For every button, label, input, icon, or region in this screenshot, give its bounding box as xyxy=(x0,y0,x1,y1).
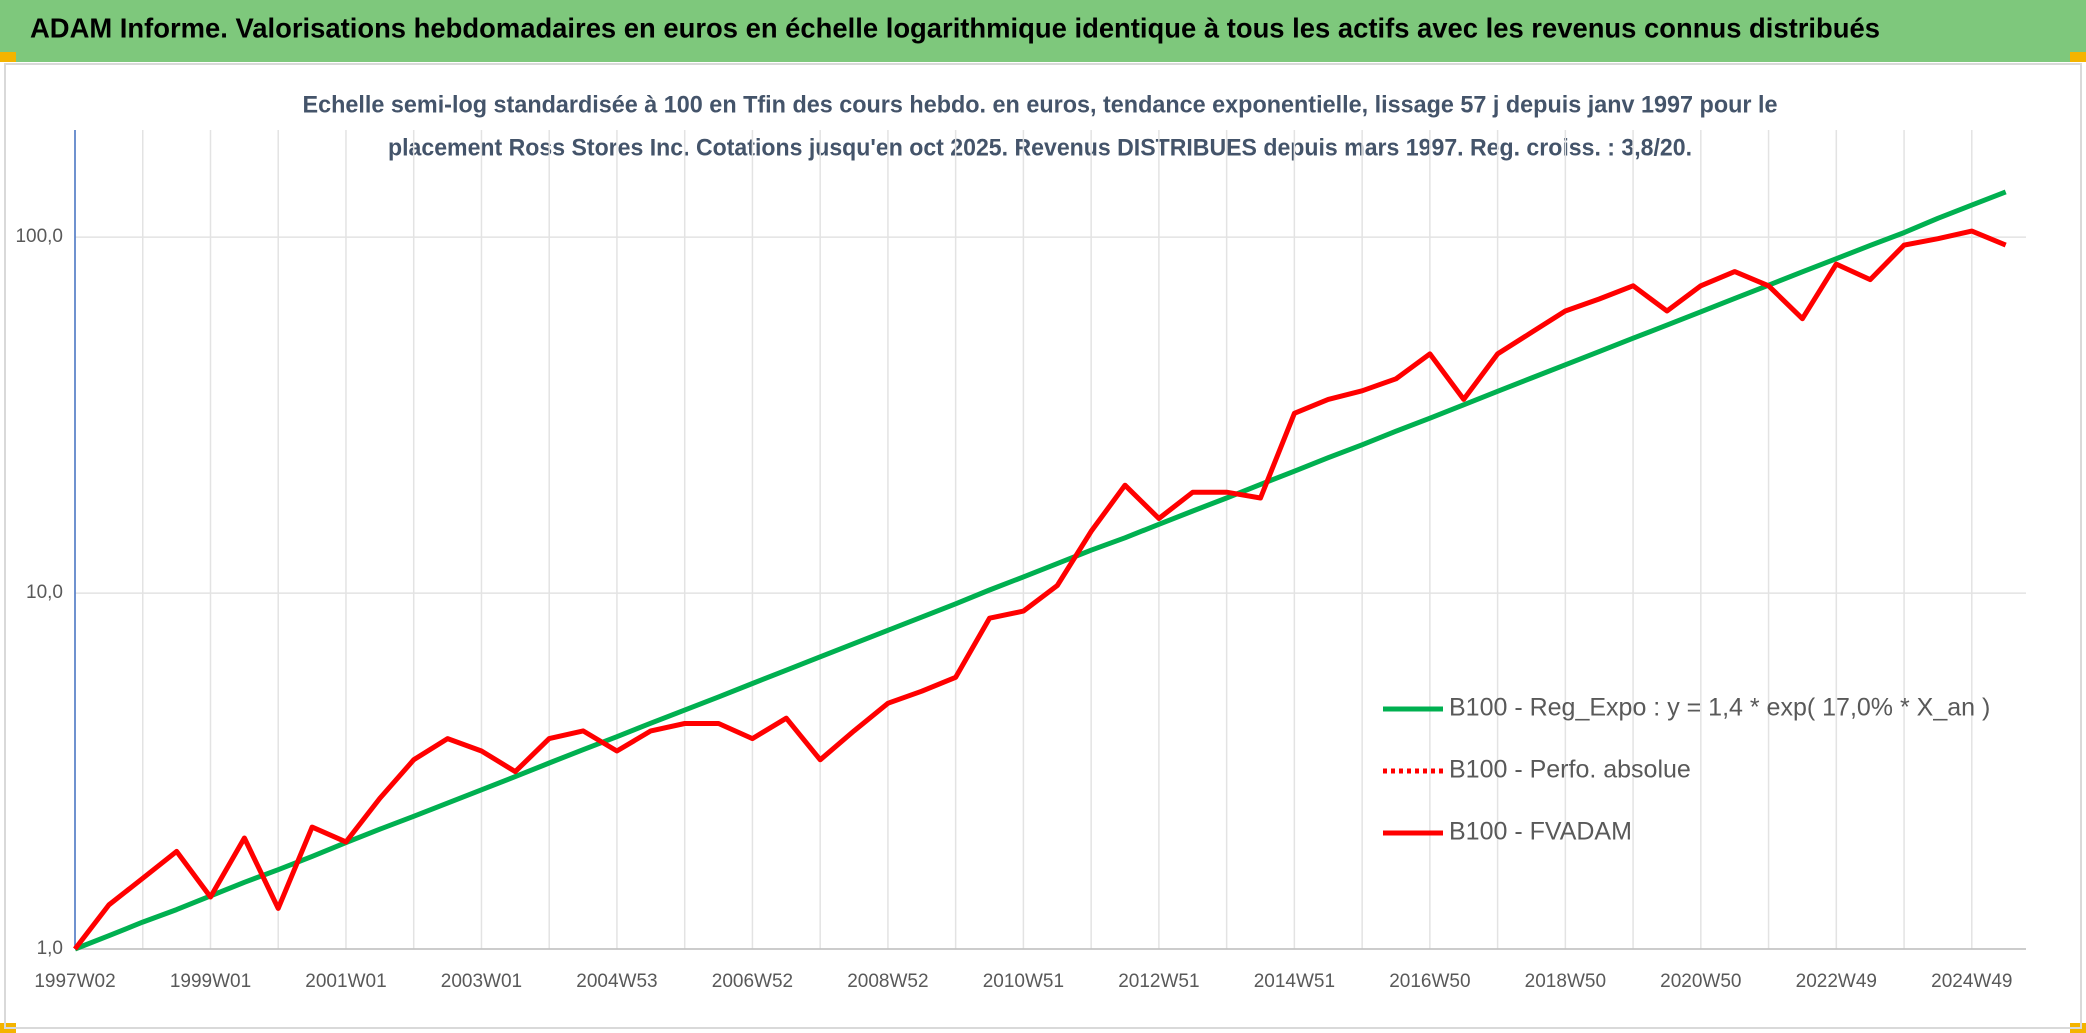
header-bar xyxy=(0,0,2086,62)
x-tick-label: 2010W51 xyxy=(983,971,1064,992)
grid: 1,0 10,0 100,0 1997W02 1999W01 2001W01 2003W01… xyxy=(15,130,2026,992)
x-tick-label: 2024W49 xyxy=(1931,971,2012,992)
x-tick-label: 2003W01 xyxy=(441,971,522,992)
legend-label: B100 - FVADAM xyxy=(1449,818,1632,846)
chart-subtitle: Echelle semi-log standardisée à 100 en T… xyxy=(303,91,1778,118)
x-tick-label: 1999W01 xyxy=(170,971,251,992)
x-tick-label: 2008W52 xyxy=(847,971,928,992)
legend: B100 - Reg_Expo : y = 1,4 * exp( 17,0% *… xyxy=(1383,694,1990,846)
x-tick-label: 2018W50 xyxy=(1525,971,1606,992)
x-tick-label: 2001W01 xyxy=(305,971,386,992)
series-line xyxy=(73,228,2007,951)
series-line xyxy=(74,189,2007,952)
x-tick-label: 2016W50 xyxy=(1389,971,1470,992)
corner-mark xyxy=(0,52,16,62)
legend-label: B100 - Reg_Expo : y = 1,4 * exp( 17,0% *… xyxy=(1449,694,1990,722)
x-tick-label: 2014W51 xyxy=(1254,971,1335,992)
corner-mark xyxy=(2070,52,2086,62)
y-tick-label: 1,0 xyxy=(37,938,63,959)
x-tick-label: 2004W53 xyxy=(576,971,657,992)
x-tick-label: 2022W49 xyxy=(1796,971,1877,992)
chart-title: ADAM Informe. Valorisations hebdomadaire… xyxy=(30,12,1880,43)
chart-frame xyxy=(4,63,2082,1029)
x-tick-label: 2012W51 xyxy=(1118,971,1199,992)
plot-area xyxy=(73,189,2007,952)
x-tick-label: 2020W50 xyxy=(1660,971,1741,992)
x-tick-label: 2006W52 xyxy=(712,971,793,992)
y-tick-label: 10,0 xyxy=(26,582,63,603)
legend-label: B100 - Perfo. absolue xyxy=(1449,756,1691,784)
y-tick-label: 100,0 xyxy=(15,226,63,247)
chart-subtitle: placement Ross Stores Inc. Cotations jus… xyxy=(388,134,1692,161)
x-tick-label: 1997W02 xyxy=(34,971,115,992)
